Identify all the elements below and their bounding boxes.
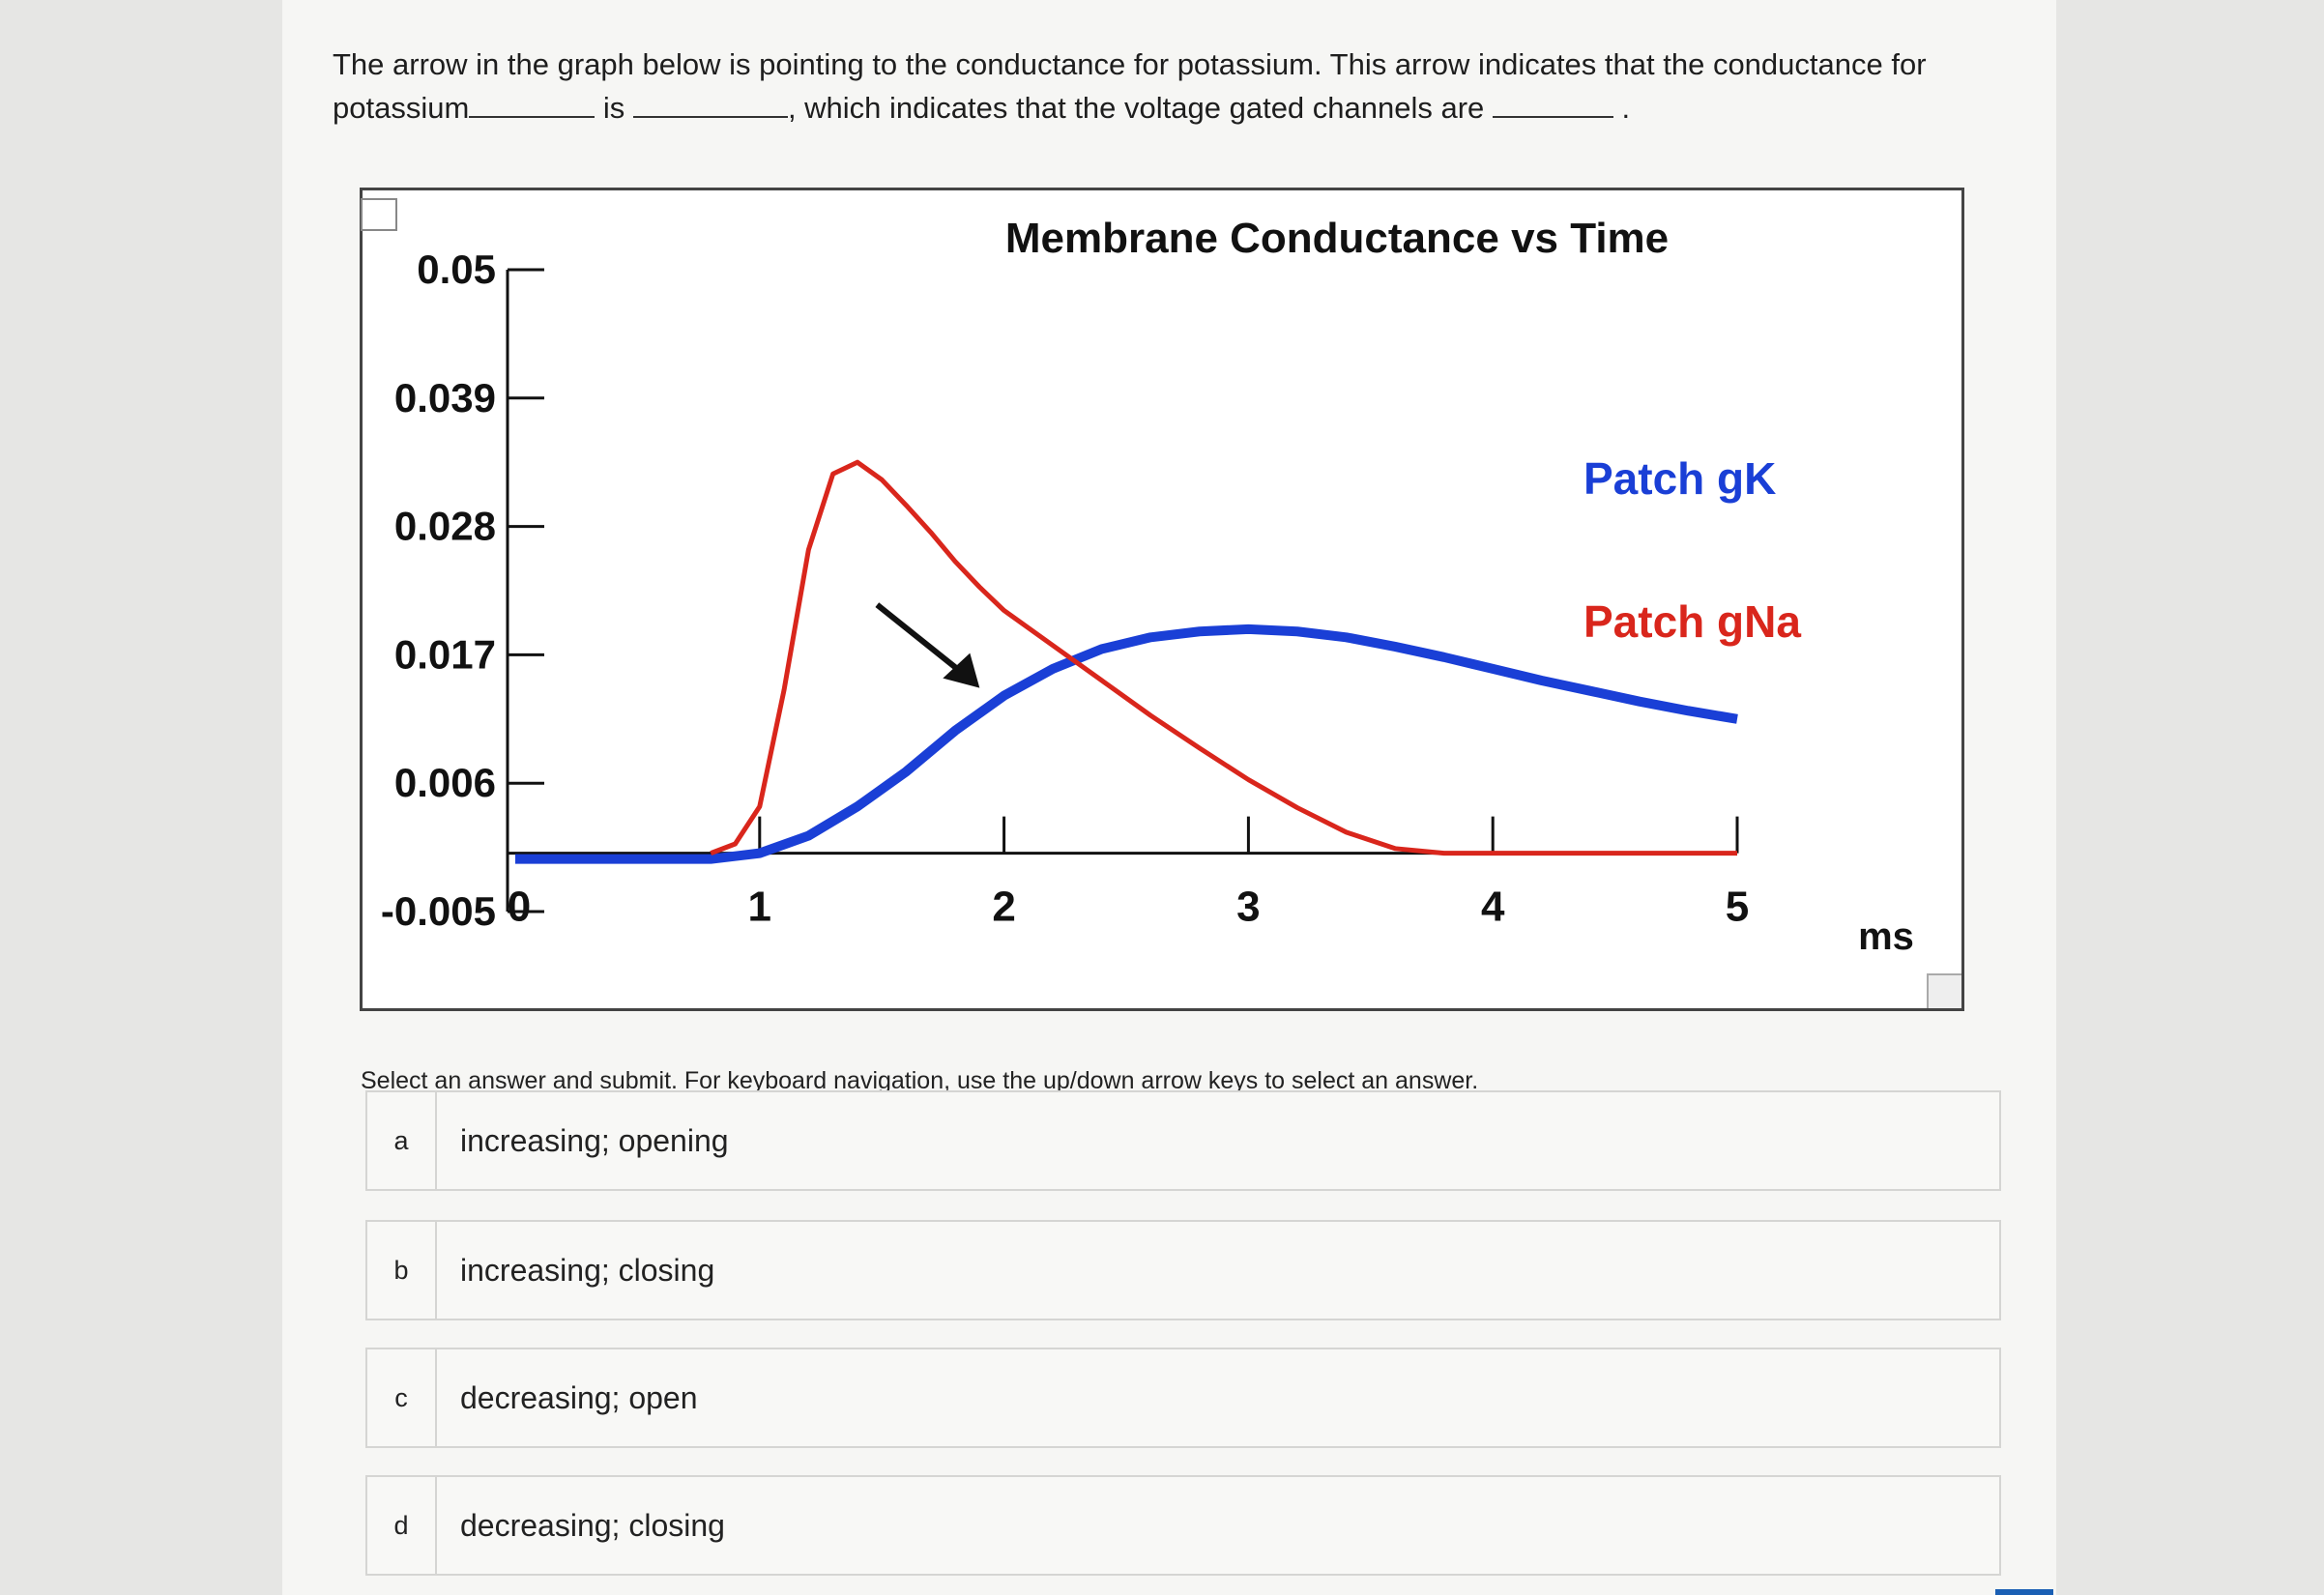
option-a[interactable]: a increasing; opening (365, 1090, 2001, 1191)
chart-axes: -0.005 0.006 0.017 0.028 0.039 0.05 0 1 2 3 4 5 (381, 246, 1749, 934)
image-resize-grip (1927, 973, 1961, 1008)
y-tick-label: 0.05 (417, 246, 496, 292)
question-is: is (602, 91, 625, 125)
blank-2 (632, 115, 788, 118)
question-period: . (1621, 91, 1631, 125)
option-b[interactable]: b increasing; closing (365, 1220, 2001, 1320)
x-tick-label: 0 (508, 884, 531, 931)
legend-patch-gna: Patch gNa (1583, 596, 1801, 647)
chart-legend: Patch gK Patch gNa (1583, 453, 1801, 647)
option-a-text: increasing; opening (460, 1122, 729, 1158)
x-tick-label: 5 (1726, 884, 1749, 931)
x-axis-unit: ms (1858, 915, 1914, 958)
series-line-patch-gna (710, 459, 1737, 856)
chart-series (515, 459, 1738, 864)
series-line-patch-gk (515, 624, 1738, 864)
option-c-letter: c (367, 1349, 437, 1446)
option-a-letter: a (367, 1092, 437, 1189)
x-tick-label: 4 (1481, 884, 1505, 931)
question-potassium: potassium (333, 91, 470, 125)
y-tick-label: -0.005 (381, 888, 496, 934)
instructions: Select an answer and submit. For keyboar… (361, 1067, 1479, 1094)
x-tick-label: 1 (748, 884, 771, 931)
option-b-text: increasing; closing (460, 1252, 715, 1288)
question-which-indicates: , which indicates that the voltage gated… (787, 91, 1485, 125)
image-corner-box (361, 198, 397, 231)
blank-1 (469, 115, 596, 118)
option-d-text: decreasing; closing (460, 1507, 725, 1543)
option-c[interactable]: c decreasing; open (365, 1348, 2001, 1448)
option-b-letter: b (367, 1222, 437, 1319)
x-tick-label: 2 (992, 884, 1015, 931)
option-d-letter: d (367, 1477, 437, 1574)
option-c-text: decreasing; open (460, 1379, 698, 1415)
y-tick-label: 0.039 (394, 375, 496, 420)
chart-arrow-annotation (875, 602, 980, 688)
question-line-1: The arrow in the graph below is pointing… (333, 47, 1927, 81)
y-tick-label: 0.006 (394, 760, 496, 805)
scroll-indicator (1995, 1589, 2053, 1595)
conductance-chart: Membrane Conductance vs Time -0.005 0.006… (381, 215, 1914, 958)
question-text: The arrow in the graph below is pointing… (333, 43, 1937, 130)
chart-image: Membrane Conductance vs Time -0.005 0.006… (360, 188, 1964, 1011)
question-line-2: potassium is , which indicates that the … (333, 86, 1937, 130)
x-tick-label: 3 (1236, 884, 1260, 931)
chart-title: Membrane Conductance vs Time (1005, 215, 1669, 262)
arrow-head (943, 652, 980, 688)
y-tick-label: 0.028 (394, 504, 496, 549)
option-d[interactable]: d decreasing; closing (365, 1475, 2001, 1576)
legend-patch-gk: Patch gK (1583, 453, 1776, 504)
y-tick-label: 0.017 (394, 631, 496, 677)
blank-3 (1492, 115, 1613, 118)
